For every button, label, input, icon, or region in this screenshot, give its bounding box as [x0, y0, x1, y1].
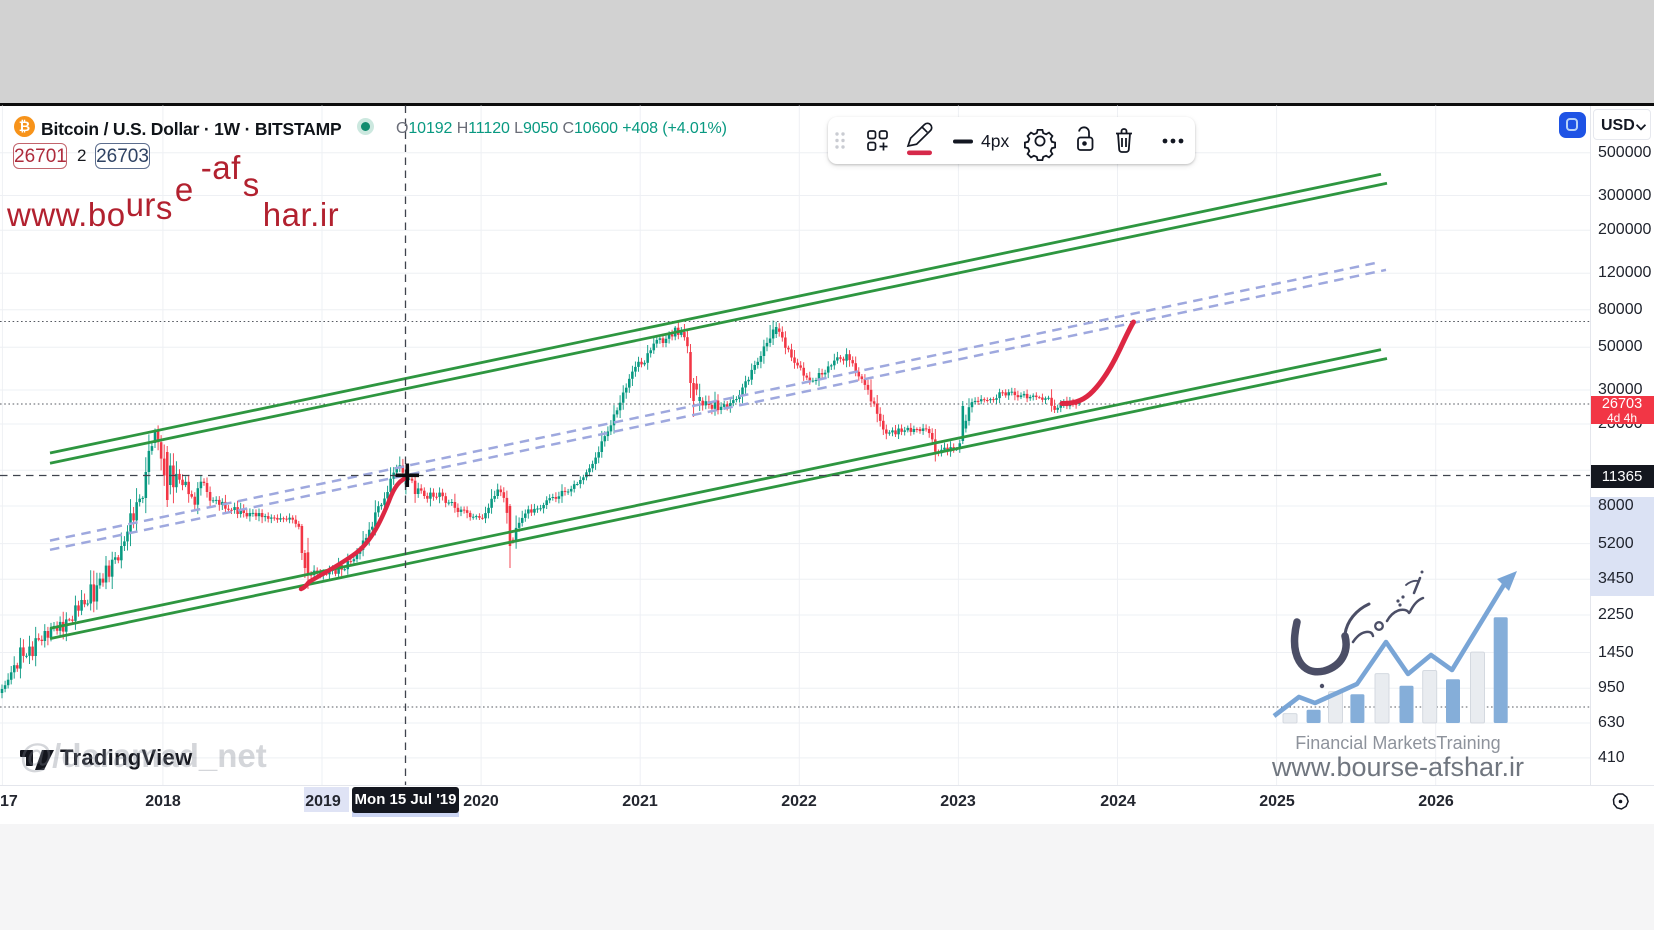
svg-text:4px: 4px: [981, 131, 1009, 151]
